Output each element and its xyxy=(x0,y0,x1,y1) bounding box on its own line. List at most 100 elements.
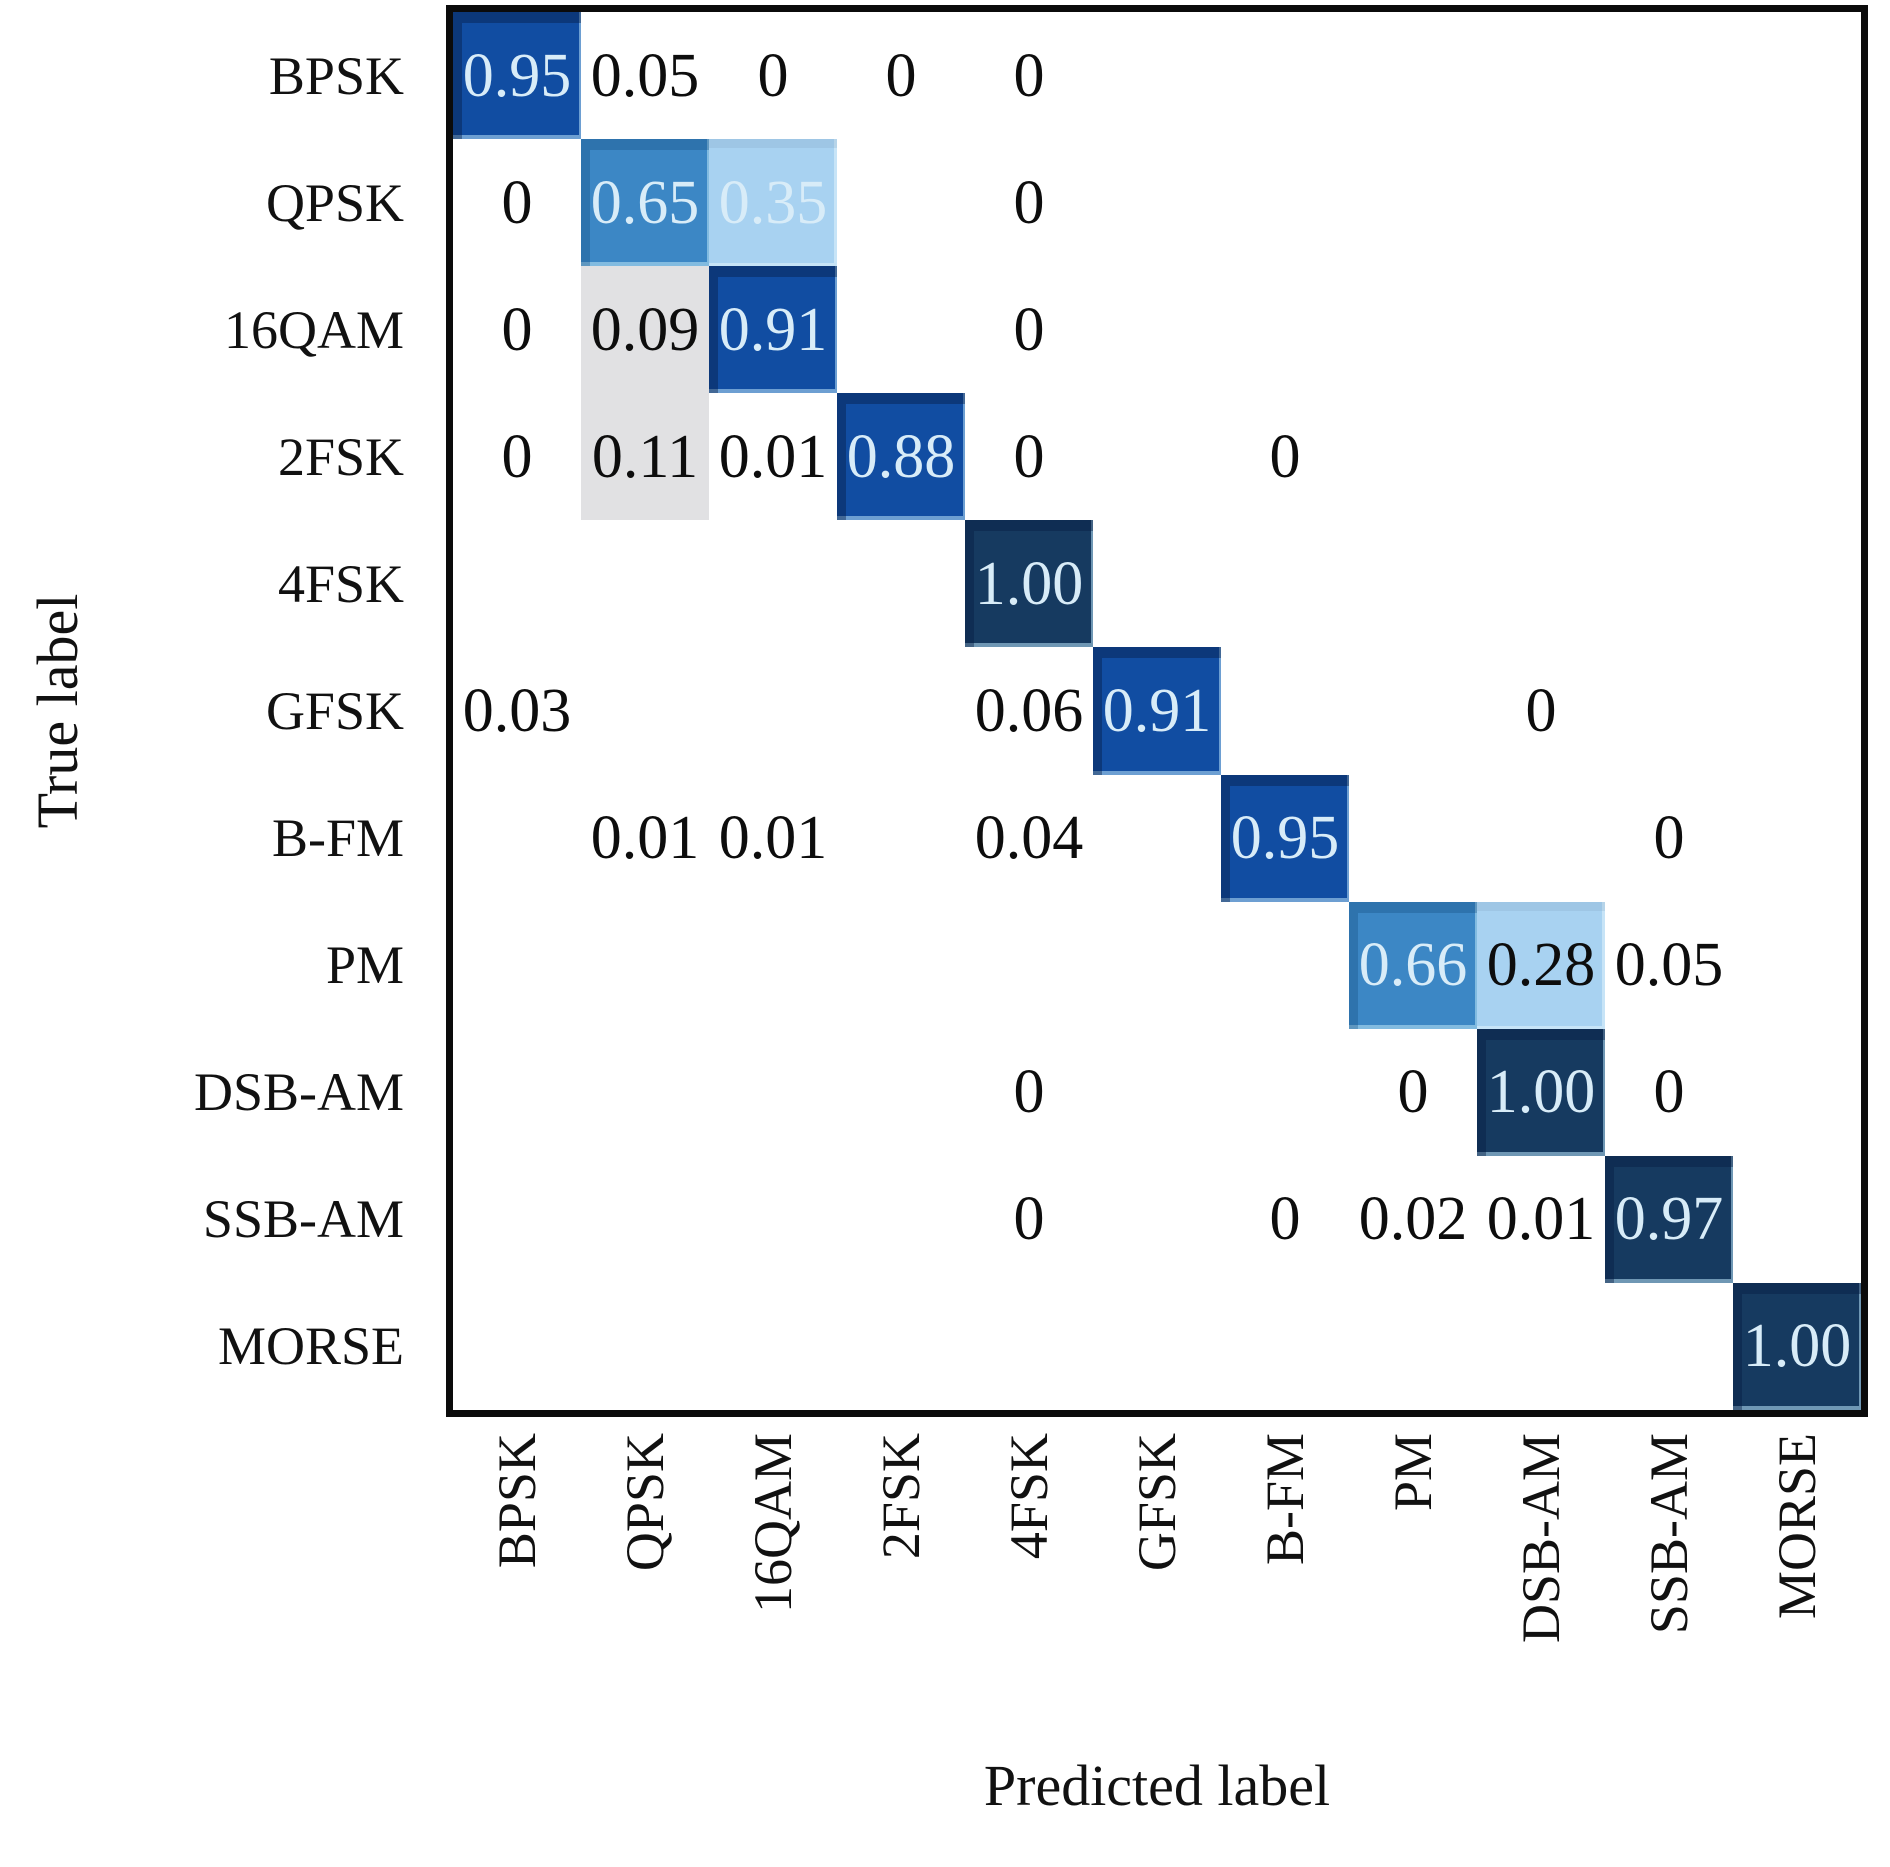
matrix-cell xyxy=(453,901,581,1029)
matrix-cell xyxy=(1221,647,1349,775)
matrix-cell: 0.35 xyxy=(709,139,837,267)
matrix-cell: 0.66 xyxy=(1349,901,1477,1029)
matrix-cell xyxy=(1349,12,1477,140)
matrix-cell: 0 xyxy=(965,1155,1093,1283)
matrix-cell: 1.00 xyxy=(965,520,1093,648)
matrix-cell xyxy=(1605,12,1733,140)
matrix-cell xyxy=(581,1282,709,1410)
matrix-cell xyxy=(709,1282,837,1410)
matrix-cell: 0 xyxy=(453,139,581,267)
matrix-cell xyxy=(453,1155,581,1283)
matrix-cell xyxy=(1733,12,1861,140)
matrix-cell: 0 xyxy=(837,12,965,140)
matrix-cell xyxy=(1093,266,1221,394)
matrix-cell xyxy=(1221,520,1349,648)
matrix-cell xyxy=(1349,393,1477,521)
matrix-cell: 0 xyxy=(1221,1155,1349,1283)
y-tick-label: GFSK xyxy=(265,681,404,741)
matrix-cell xyxy=(1093,774,1221,902)
matrix-cell: 0.65 xyxy=(581,139,709,267)
x-tick-label: MORSE xyxy=(1767,1433,1827,1620)
matrix-cell xyxy=(965,1282,1093,1410)
matrix-cell: 0 xyxy=(965,393,1093,521)
matrix-cell xyxy=(453,1282,581,1410)
matrix-cell xyxy=(581,1028,709,1156)
matrix-cell xyxy=(1477,266,1605,394)
matrix-cell: 0.01 xyxy=(1477,1155,1605,1283)
x-tick-label: QPSK xyxy=(615,1433,675,1572)
matrix-cell xyxy=(1349,774,1477,902)
matrix-cell: 0.01 xyxy=(709,774,837,902)
matrix-cell: 0.91 xyxy=(709,266,837,394)
x-tick-label: DSB-AM xyxy=(1511,1433,1571,1644)
matrix-cell xyxy=(1733,901,1861,1029)
matrix-cell: 0.95 xyxy=(1221,774,1349,902)
matrix-cell xyxy=(1733,520,1861,648)
matrix-cell: 0.95 xyxy=(453,12,581,140)
matrix-cell xyxy=(837,266,965,394)
matrix-cell xyxy=(1733,266,1861,394)
matrix-cell: 0 xyxy=(1349,1028,1477,1156)
matrix-cell xyxy=(1605,266,1733,394)
matrix-cell xyxy=(709,520,837,648)
matrix-cell: 0.09 xyxy=(581,266,709,394)
matrix-cell xyxy=(1477,774,1605,902)
matrix-cell xyxy=(1477,520,1605,648)
matrix-cell xyxy=(1477,393,1605,521)
matrix-cell xyxy=(581,1155,709,1283)
matrix-grid: 0.95 0.05 0 0 0 0 0.65 0.35 0 0 0.09 0.91 0 0 0.11 0.01… xyxy=(453,12,1861,1410)
matrix-cell xyxy=(709,1028,837,1156)
matrix-cell xyxy=(1477,12,1605,140)
matrix-cell xyxy=(1221,901,1349,1029)
y-tick-label: 4FSK xyxy=(277,553,404,614)
y-tick-label: SSB-AM xyxy=(202,1189,404,1250)
matrix-cell xyxy=(1733,139,1861,267)
matrix-cell xyxy=(1733,647,1861,775)
matrix-cell: 0.01 xyxy=(709,393,837,521)
matrix-cell xyxy=(1349,520,1477,648)
matrix-cell xyxy=(1349,1282,1477,1410)
x-tick-label: GFSK xyxy=(1127,1433,1187,1572)
y-tick-label: QPSK xyxy=(265,172,404,233)
matrix-cell: 0.03 xyxy=(453,647,581,775)
matrix-cell xyxy=(709,647,837,775)
matrix-cell xyxy=(837,647,965,775)
matrix-cell xyxy=(1605,1282,1733,1410)
matrix-cell xyxy=(1605,647,1733,775)
matrix-cell xyxy=(965,901,1093,1029)
matrix-cell xyxy=(1221,139,1349,267)
x-tick-label: 4FSK xyxy=(999,1433,1059,1560)
matrix-cell xyxy=(1221,1028,1349,1156)
x-tick-label: B-FM xyxy=(1255,1433,1315,1566)
matrix-cell xyxy=(709,1155,837,1283)
matrix-cell: 0.91 xyxy=(1093,647,1221,775)
matrix-cell: 0.04 xyxy=(965,774,1093,902)
matrix-cell: 0 xyxy=(709,12,837,140)
matrix-cell xyxy=(1605,393,1733,521)
y-tick-label: 2FSK xyxy=(277,426,404,487)
x-tick-label: 2FSK xyxy=(871,1433,931,1560)
y-tick-label: B-FM xyxy=(271,808,404,869)
matrix-cell: 0.11 xyxy=(581,393,709,521)
matrix-cell xyxy=(837,1155,965,1283)
matrix-cell: 0 xyxy=(965,12,1093,140)
matrix-cell xyxy=(1605,520,1733,648)
matrix-cell: 0.05 xyxy=(581,12,709,140)
matrix-cell xyxy=(1093,520,1221,648)
y-tick-label: BPSK xyxy=(268,45,404,106)
matrix-cell: 0 xyxy=(1221,393,1349,521)
y-tick-label: 16QAM xyxy=(223,299,404,360)
matrix-cell: 0 xyxy=(453,266,581,394)
matrix-cell xyxy=(1221,1282,1349,1410)
matrix-cell xyxy=(837,1282,965,1410)
matrix-cell: 0.05 xyxy=(1605,901,1733,1029)
matrix-cell: 0.01 xyxy=(581,774,709,902)
matrix-cell xyxy=(453,1028,581,1156)
matrix-cell xyxy=(1093,12,1221,140)
matrix-cell xyxy=(581,647,709,775)
matrix-cell xyxy=(837,139,965,267)
matrix-cell: 1.00 xyxy=(1733,1282,1861,1410)
matrix-cell xyxy=(1349,647,1477,775)
matrix-cell xyxy=(1093,139,1221,267)
